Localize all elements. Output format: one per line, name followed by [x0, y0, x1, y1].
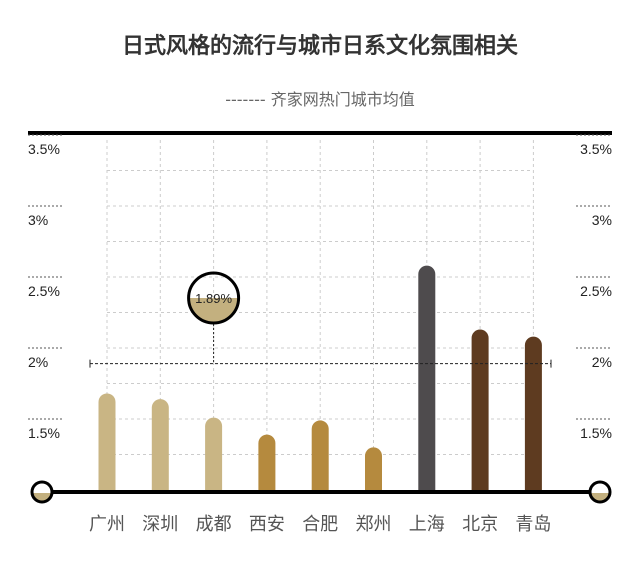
bar-成都: [205, 417, 223, 492]
average-value-label: 1.89%: [195, 291, 232, 306]
legend-average: ------- 齐家网热门城市均值: [225, 90, 415, 109]
bubble-ring: [187, 271, 241, 325]
xtick-label: 上海: [409, 514, 445, 535]
ytick-label-right: 3.5%: [580, 141, 612, 157]
ytick-label-left: 3%: [28, 212, 48, 228]
xtick-label: 青岛: [515, 514, 551, 535]
xtick-label: 西安: [249, 514, 285, 535]
ytick-label-right: 1.5%: [580, 425, 612, 441]
xtick-label: 郑州: [356, 514, 392, 535]
ytick-label-left: 2.5%: [28, 283, 60, 299]
ytick-label-left: 2%: [28, 354, 48, 370]
bar-合肥: [311, 420, 329, 492]
bar-上海: [418, 265, 436, 492]
xtick-label: 广州: [89, 514, 125, 535]
ytick-label-left: 1.5%: [28, 425, 60, 441]
bar-深圳: [151, 399, 169, 492]
chart-title: 日式风格的流行与城市日系文化氛围相关: [121, 34, 518, 59]
xtick-label: 北京: [462, 514, 498, 535]
baseline-end-ring: [588, 480, 612, 504]
ytick-label-right: 3%: [592, 212, 612, 228]
ytick-label-left: 3.5%: [28, 141, 60, 157]
xtick-label: 成都: [196, 514, 232, 535]
baseline-end-ring: [30, 480, 54, 504]
bar-西安: [258, 434, 276, 492]
bubble-fill: [189, 298, 238, 322]
ytick-label-right: 2.5%: [580, 283, 612, 299]
xtick-label: 合肥: [302, 514, 338, 535]
bar-郑州: [365, 447, 382, 492]
bar-北京: [471, 329, 489, 492]
xtick-label: 深圳: [142, 514, 178, 535]
bar-广州: [98, 393, 116, 492]
bar-青岛: [524, 336, 542, 492]
ytick-label-right: 2%: [592, 354, 612, 370]
